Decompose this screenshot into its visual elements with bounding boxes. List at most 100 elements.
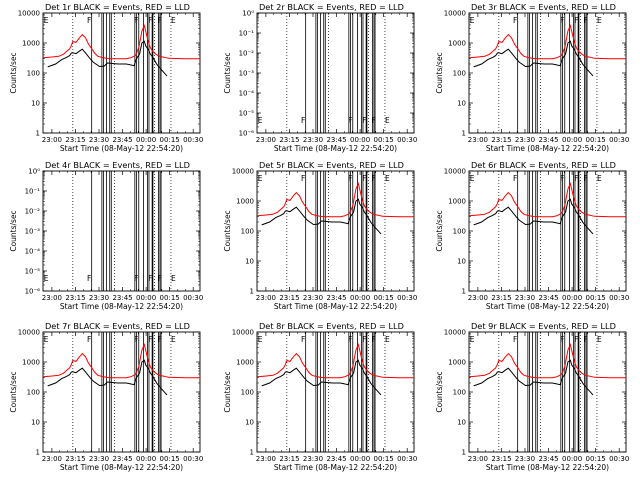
y-tick-label: 1 — [36, 449, 40, 457]
det-7r-events-series — [47, 359, 168, 396]
x-tick-label: 23:00 — [42, 455, 62, 463]
x-tick-label: 00:00 — [136, 455, 156, 463]
y-tick-label: 1 — [36, 130, 40, 138]
y-tick-label: 100 — [27, 70, 40, 78]
x-tick-label: 00:15 — [586, 455, 606, 463]
x-tick-label: 00:00 — [562, 294, 582, 302]
det-2r-plot-frame — [256, 12, 415, 134]
y-tick-label: 10⁻⁴ — [25, 248, 41, 256]
y-tick-label: 10000 — [18, 329, 40, 337]
eclipse-flag-marker: F — [158, 274, 162, 283]
x-tick-label: 23:00 — [42, 294, 62, 302]
y-axis-label: Counts/sec — [435, 371, 444, 412]
x-tick-label: 23:45 — [538, 136, 558, 144]
det-9r-plot-frame — [468, 331, 627, 453]
det-9r-panel: Det 9r BLACK = Events, RED = LLD 1 10 100 10… — [435, 321, 629, 472]
x-tick-label: 00:15 — [160, 294, 180, 302]
x-tick-label: 23:00 — [256, 136, 276, 144]
x-tick-label: 00:30 — [397, 136, 417, 144]
y-axis-label: Counts/sec — [223, 52, 232, 93]
eclipse-flag-marker: F — [134, 16, 138, 25]
det-2r-title: Det 2r BLACK = Events, RED = LLD — [259, 2, 404, 12]
y-tick-label: 10⁰ — [242, 10, 254, 18]
x-axis-label: Start Time (08-May-12 22:54:20) — [60, 144, 183, 153]
x-axis-label: Start Time (08-May-12 22:54:20) — [60, 302, 183, 311]
y-tick-label: 1 — [250, 288, 254, 296]
x-tick-label: 00:15 — [586, 136, 606, 144]
x-tick-label: 00:30 — [609, 455, 629, 463]
eclipse-flag-marker: F — [362, 116, 366, 125]
x-tick-label: 23:00 — [42, 136, 62, 144]
det-3r-lld-series — [468, 24, 626, 60]
y-tick-label: 10 — [457, 419, 466, 427]
y-tick-label: 100 — [453, 228, 466, 236]
eclipse-flag-marker: F — [301, 335, 305, 344]
eclipse-flag-marker: F — [560, 335, 564, 344]
eclipse-flag-marker: F — [301, 174, 305, 183]
x-tick-label: 23:45 — [538, 294, 558, 302]
det-8r-panel: Det 8r BLACK = Events, RED = LLD 1 10 100 10… — [223, 321, 417, 472]
x-tick-label: 00:30 — [183, 294, 203, 302]
x-axis-label: Start Time (08-May-12 22:54:20) — [60, 463, 183, 472]
y-tick-label: 10⁻⁴ — [239, 90, 255, 98]
eclipse-flag-marker: F — [560, 16, 564, 25]
x-tick-label: 00:15 — [160, 136, 180, 144]
det-6r-lld-series — [468, 182, 626, 218]
det-9r-lld-series — [468, 343, 626, 379]
det-6r-title: Det 6r BLACK = Events, RED = LLD — [471, 160, 616, 170]
det-6r-plot-frame — [468, 170, 627, 292]
det-6r-events-series — [473, 198, 594, 235]
eclipse-flag-marker: F — [148, 335, 152, 344]
y-tick-label: 100 — [453, 70, 466, 78]
x-tick-label: 00:00 — [350, 455, 370, 463]
eclipse-flag-marker: E — [470, 16, 475, 25]
eclipse-flag-marker: F — [574, 335, 578, 344]
x-tick-label: 23:30 — [515, 294, 535, 302]
eclipse-flag-marker: F — [134, 335, 138, 344]
x-tick-label: 23:45 — [326, 136, 346, 144]
y-tick-label: 1000 — [448, 40, 466, 48]
x-tick-label: 23:30 — [89, 136, 109, 144]
x-tick-label: 23:15 — [65, 294, 85, 302]
x-tick-label: 00:30 — [397, 455, 417, 463]
det-3r-events-series — [473, 40, 594, 77]
eclipse-flag-marker: E — [258, 335, 263, 344]
det-3r-panel: Det 3r BLACK = Events, RED = LLD 1 10 100 10… — [435, 2, 629, 153]
det-5r-title: Det 5r BLACK = Events, RED = LLD — [259, 160, 404, 170]
x-tick-label: 00:30 — [609, 136, 629, 144]
det-7r-plot-frame — [42, 331, 201, 453]
y-axis-label: Counts/sec — [9, 210, 18, 251]
eclipse-flag-marker: E — [171, 335, 176, 344]
x-tick-label: 00:00 — [350, 294, 370, 302]
x-tick-label: 23:30 — [303, 455, 323, 463]
y-tick-label: 10 — [457, 258, 466, 266]
x-tick-label: 23:30 — [515, 455, 535, 463]
x-tick-label: 00:00 — [350, 136, 370, 144]
eclipse-flag-marker: F — [134, 274, 138, 283]
y-axis-label: Counts/sec — [223, 210, 232, 251]
y-tick-label: 10⁻² — [25, 208, 41, 216]
eclipse-flag-marker: E — [385, 174, 390, 183]
y-axis-label: Counts/sec — [435, 210, 444, 251]
det-7r-lld-series — [42, 343, 200, 379]
det-1r-lld-series — [42, 24, 200, 60]
y-tick-label: 1 — [462, 449, 466, 457]
y-tick-label: 10 — [31, 100, 40, 108]
eclipse-flag-marker: E — [171, 16, 176, 25]
eclipse-flag-marker: F — [513, 16, 517, 25]
x-tick-label: 23:15 — [65, 455, 85, 463]
x-tick-label: 00:30 — [183, 455, 203, 463]
eclipse-flag-marker: E — [597, 174, 602, 183]
y-tick-label: 10⁻² — [239, 50, 255, 58]
y-tick-label: 10⁻¹ — [25, 188, 41, 196]
x-tick-label: 23:15 — [491, 136, 511, 144]
x-tick-label: 23:00 — [256, 294, 276, 302]
x-tick-label: 00:00 — [136, 294, 156, 302]
y-tick-label: 10000 — [18, 10, 40, 18]
y-axis-label: Counts/sec — [223, 371, 232, 412]
eclipse-flag-marker: F — [372, 335, 376, 344]
eclipse-flag-marker: F — [513, 174, 517, 183]
x-tick-label: 00:30 — [397, 294, 417, 302]
det-7r-panel: Det 7r BLACK = Events, RED = LLD 1 10 100 10… — [9, 321, 203, 472]
